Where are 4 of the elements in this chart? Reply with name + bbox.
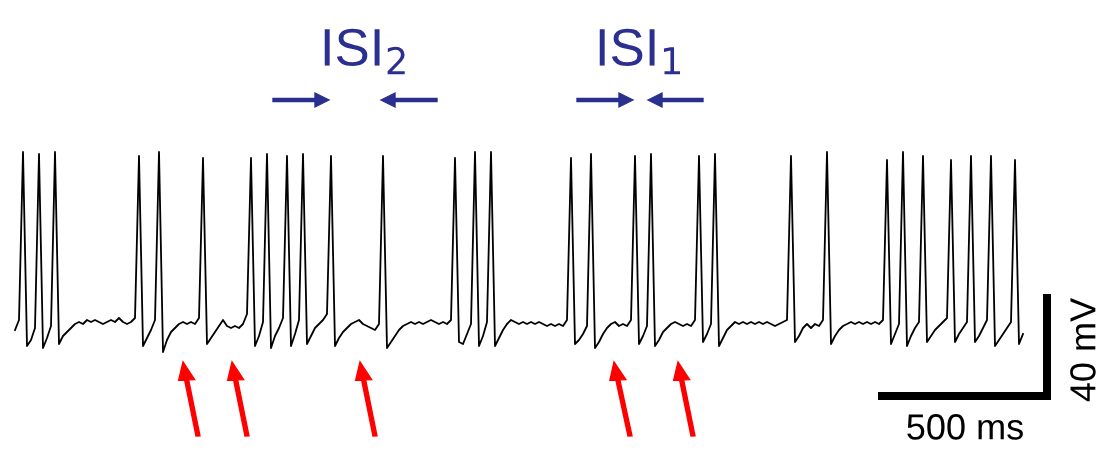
text: ISI$_{1}$ <box>599 28 680 75</box>
text: ISI$_{2}$ <box>324 28 405 75</box>
text: 40 mV <box>1070 297 1096 402</box>
text: 500 ms <box>907 414 1023 440</box>
